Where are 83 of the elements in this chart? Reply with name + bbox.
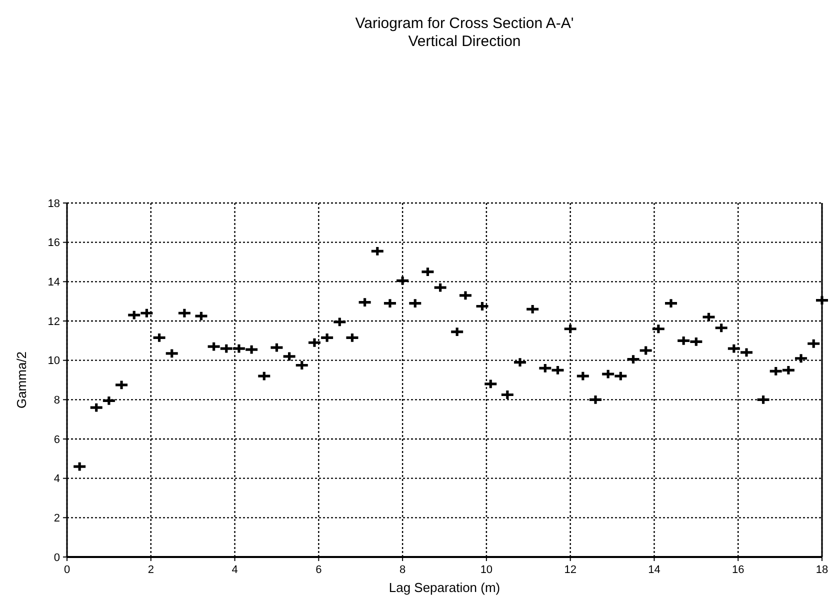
point bbox=[688, 336, 704, 348]
point bbox=[756, 394, 771, 406]
point bbox=[626, 354, 641, 365]
point bbox=[433, 282, 448, 294]
x-tick-label: 14 bbox=[648, 564, 660, 576]
point bbox=[114, 379, 129, 390]
point bbox=[358, 296, 372, 308]
point bbox=[483, 378, 498, 390]
point bbox=[269, 342, 284, 354]
point bbox=[332, 316, 347, 328]
x-tick-label: 0 bbox=[64, 564, 70, 576]
y-tick-label: 18 bbox=[48, 198, 60, 210]
y-tick-label: 8 bbox=[54, 394, 60, 407]
point bbox=[450, 326, 464, 338]
point bbox=[206, 341, 222, 352]
point bbox=[177, 308, 192, 319]
point bbox=[794, 352, 808, 364]
point bbox=[726, 343, 742, 354]
point bbox=[420, 266, 436, 278]
point bbox=[806, 338, 821, 350]
x-tick-label: 4 bbox=[232, 564, 238, 576]
point bbox=[282, 350, 297, 362]
point bbox=[538, 362, 552, 374]
point bbox=[576, 370, 590, 382]
point bbox=[164, 348, 180, 359]
point bbox=[701, 312, 716, 323]
point bbox=[458, 290, 473, 301]
x-tick-label: 2 bbox=[148, 564, 154, 576]
x-tick-label: 12 bbox=[564, 564, 576, 576]
point bbox=[370, 246, 385, 257]
point bbox=[89, 402, 104, 414]
point bbox=[219, 343, 234, 354]
point bbox=[320, 332, 334, 344]
point bbox=[408, 298, 422, 309]
point bbox=[664, 298, 678, 309]
y-tick-label: 10 bbox=[48, 355, 60, 368]
point bbox=[194, 310, 209, 322]
y-axis-title: Gamma/2 bbox=[14, 351, 29, 409]
point bbox=[307, 337, 322, 348]
point bbox=[474, 300, 490, 312]
x-tick-label: 10 bbox=[480, 564, 493, 576]
point bbox=[600, 368, 616, 380]
point bbox=[512, 356, 528, 368]
point bbox=[781, 364, 796, 376]
x-axis-title: Lag Separation (m) bbox=[388, 580, 500, 595]
chart-subtitle: Vertical Direction bbox=[408, 33, 521, 50]
point bbox=[139, 308, 154, 319]
point bbox=[676, 335, 691, 346]
y-tick-label: 2 bbox=[54, 512, 60, 525]
x-tick-label: 16 bbox=[732, 564, 744, 576]
point bbox=[550, 364, 566, 376]
point bbox=[244, 344, 259, 356]
point bbox=[563, 323, 578, 334]
point bbox=[126, 310, 142, 321]
y-tick-label: 4 bbox=[54, 473, 60, 486]
point bbox=[500, 389, 515, 400]
point bbox=[739, 346, 754, 358]
point bbox=[72, 461, 87, 472]
point bbox=[232, 343, 246, 354]
y-tick-label: 16 bbox=[48, 237, 60, 250]
y-tick-label: 12 bbox=[48, 316, 60, 328]
y-tick-label: 0 bbox=[54, 552, 60, 564]
point bbox=[613, 370, 628, 382]
point bbox=[382, 298, 398, 309]
point bbox=[638, 345, 654, 356]
point bbox=[714, 322, 729, 334]
point bbox=[395, 275, 410, 286]
point bbox=[525, 304, 540, 315]
point bbox=[256, 370, 272, 382]
point bbox=[294, 360, 310, 371]
x-tick-label: 18 bbox=[816, 564, 828, 576]
y-tick-label: 14 bbox=[48, 276, 60, 289]
chart-title: Variogram for Cross Section A-A' bbox=[355, 15, 574, 32]
y-tick-label: 6 bbox=[54, 434, 60, 446]
point bbox=[651, 323, 666, 334]
point bbox=[102, 395, 116, 406]
point bbox=[814, 294, 830, 306]
x-tick-label: 6 bbox=[316, 564, 322, 576]
point bbox=[768, 366, 784, 377]
point bbox=[588, 394, 603, 406]
x-tick-label: 8 bbox=[399, 564, 406, 576]
point bbox=[344, 332, 360, 344]
point bbox=[152, 332, 167, 344]
